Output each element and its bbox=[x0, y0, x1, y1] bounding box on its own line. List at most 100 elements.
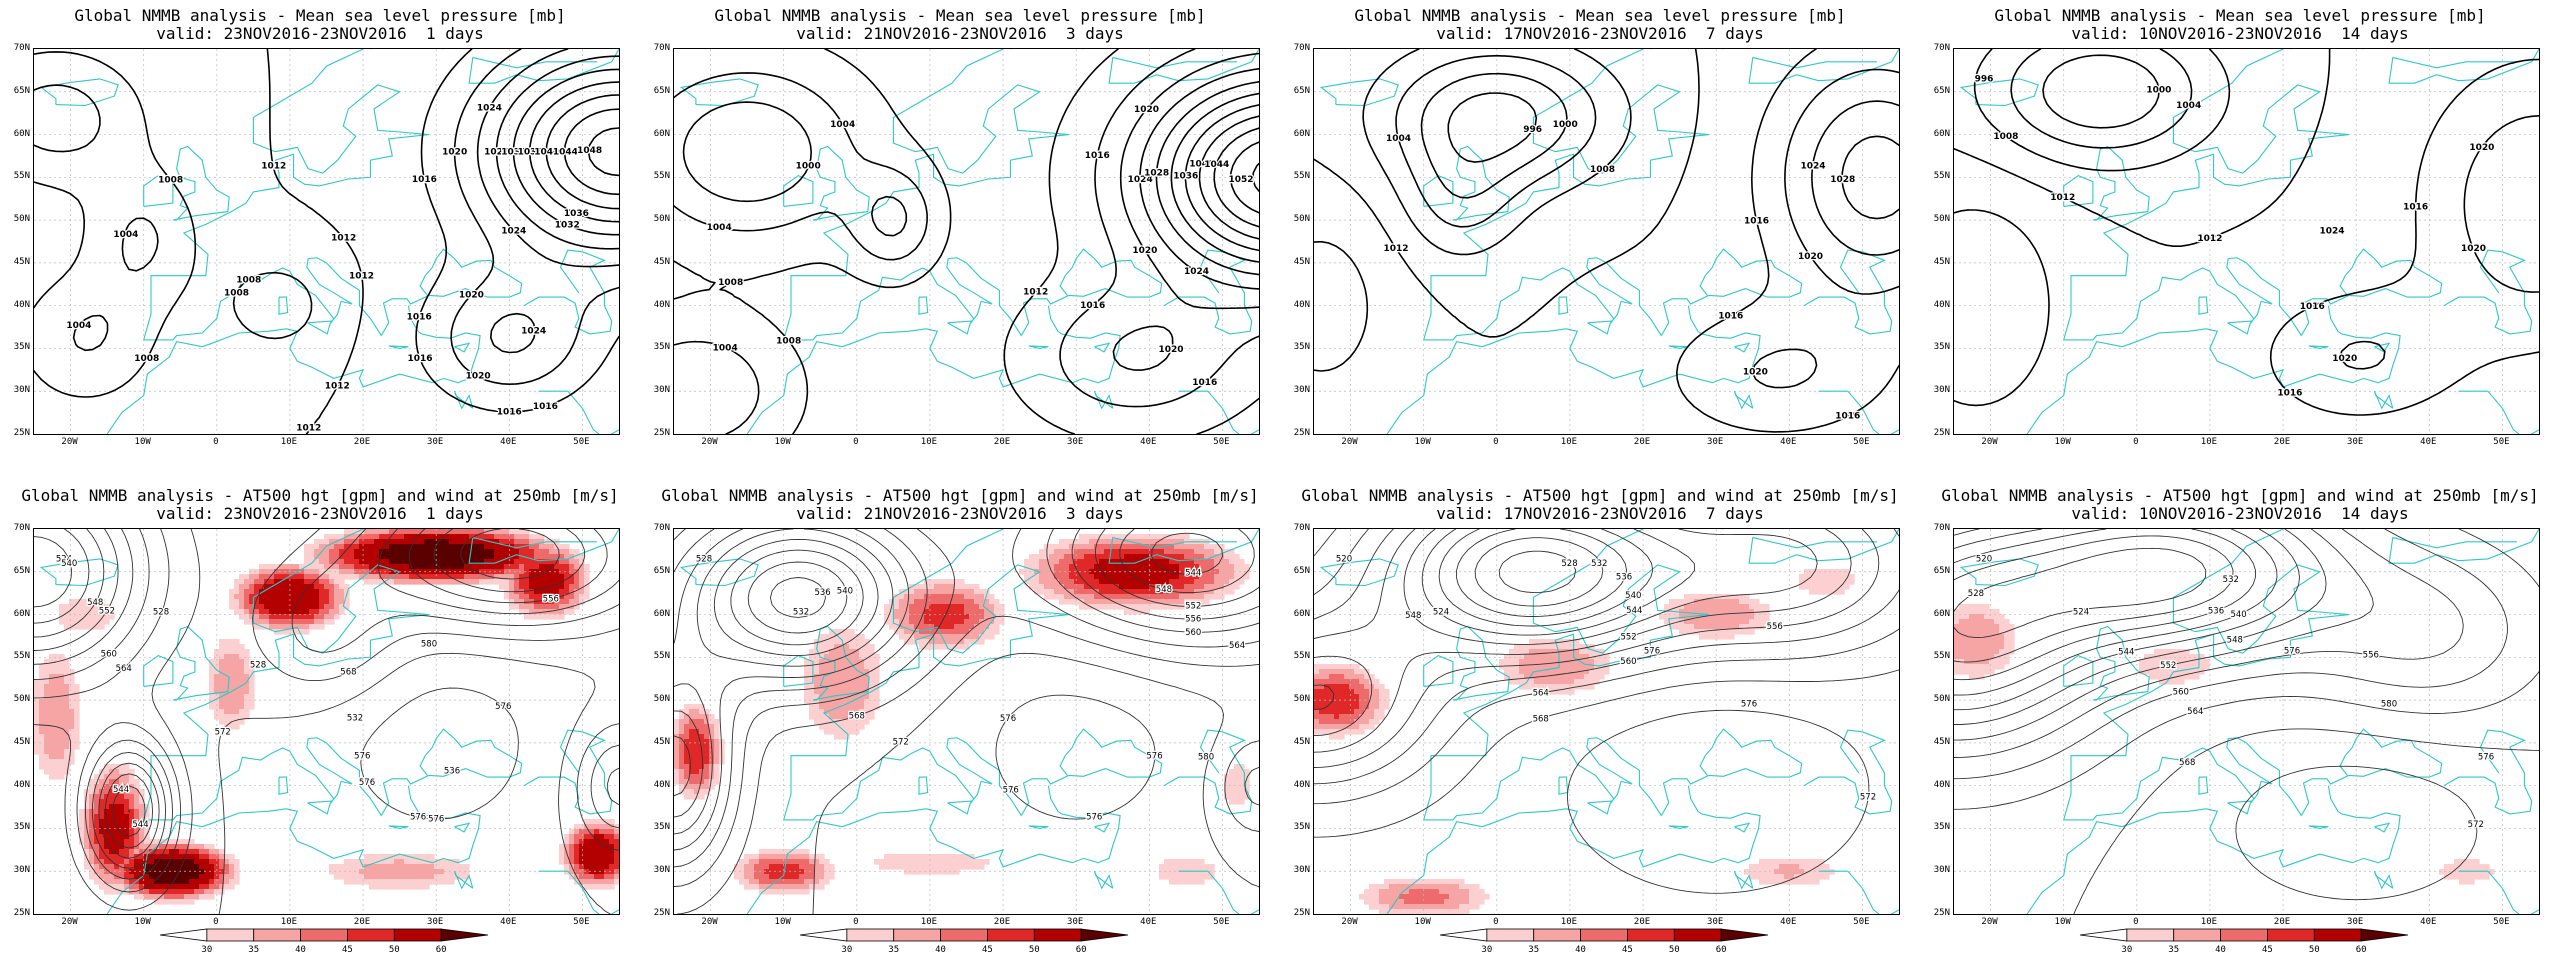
lon-tick-label: 10E bbox=[280, 917, 298, 927]
lon-tick-label: 20W bbox=[61, 917, 78, 927]
contour-label: 1052 bbox=[1228, 175, 1253, 185]
map-canvas: 1008 1004 1012 1016 1008 1012 1016 1020 1024 1028… bbox=[34, 49, 619, 434]
colorbar-segment bbox=[440, 928, 489, 942]
lon-tick-label: 10E bbox=[1560, 917, 1578, 927]
lat-tick-label: 40N bbox=[1293, 779, 1310, 790]
colorbar-tick-label: 50 bbox=[1028, 945, 1040, 955]
coastlines bbox=[1319, 49, 1899, 434]
contour-label: 1020 bbox=[1158, 345, 1183, 355]
lat-tick-label: 70N bbox=[1293, 523, 1310, 533]
contour-labels: 1008 1004 1012 1016 1008 1012 1016 1020 1024 1028… bbox=[65, 102, 603, 434]
lat-tick-label: 45N bbox=[1293, 736, 1310, 747]
contour-label: 1016 bbox=[1835, 412, 1860, 422]
colorbar-segment bbox=[893, 928, 941, 942]
lat-tick-label: 50N bbox=[653, 214, 670, 225]
graticule bbox=[1954, 529, 2539, 914]
colorbar-tick-label: 50 bbox=[1668, 945, 1680, 955]
lat-tick-label: 40N bbox=[653, 299, 670, 310]
lon-tick-label: 0 bbox=[1493, 917, 1499, 927]
lat-tick-label: 40N bbox=[653, 779, 670, 790]
contour-labels: 996 1000 1004 1012 1016 1008 1012 1016 1020 1024 1… bbox=[1973, 73, 2495, 400]
lon-tick-label: 0 bbox=[2133, 437, 2139, 447]
lon-tick-label: 20W bbox=[1981, 917, 1998, 927]
contour-label: 1004 bbox=[1386, 134, 1411, 144]
lat-tick-label: 60N bbox=[1293, 608, 1310, 619]
coastlines bbox=[39, 529, 619, 914]
contour-label: 1024 bbox=[1184, 267, 1209, 277]
contour-label: 564 bbox=[116, 664, 132, 674]
contour-label: 576 bbox=[410, 813, 426, 823]
lon-tick-label: 10E bbox=[920, 437, 938, 447]
contour-label: 1040 bbox=[534, 148, 559, 158]
contour-label: 1000 bbox=[796, 161, 821, 171]
lon-tick-label: 10W bbox=[1414, 437, 1431, 447]
contour-label: 524 bbox=[1433, 608, 1449, 618]
contour-label: 996 bbox=[1523, 125, 1542, 135]
map-panel-z500-1: Global NMMB analysis - AT500 hgt [gpm] a… bbox=[0, 480, 640, 960]
panel-valid-period: valid: 10NOV2016-23NOV2016 14 days bbox=[2071, 504, 2409, 523]
height-contours bbox=[1954, 529, 2539, 914]
colorbar-tick-label: 50 bbox=[388, 945, 400, 955]
map-frame: 1004 1008 1004 1020 1024 1036 1040 1044 1052 1000… bbox=[673, 48, 1260, 435]
contour-label: 548 bbox=[1405, 611, 1421, 621]
lat-tick-label: 55N bbox=[1293, 171, 1310, 182]
contour-label: 580 bbox=[421, 640, 437, 650]
panel-valid-period: valid: 21NOV2016-23NOV2016 3 days bbox=[796, 24, 1124, 43]
contour-label: 532 bbox=[1591, 559, 1607, 569]
contour-label: 1012 bbox=[2197, 234, 2222, 244]
coastlines bbox=[39, 49, 619, 434]
lat-tick-label: 45N bbox=[1293, 256, 1310, 267]
lon-tick-label: 20E bbox=[1633, 437, 1651, 447]
lat-tick-label: 45N bbox=[1933, 256, 1950, 267]
lat-tick-label: 65N bbox=[13, 85, 30, 96]
contour-label: 1008 bbox=[158, 176, 183, 186]
contour-label: 1016 bbox=[497, 408, 522, 418]
contour-label: 556 bbox=[2363, 650, 2379, 660]
lat-tick-label: 55N bbox=[1933, 171, 1950, 182]
contour-label: 528 bbox=[696, 555, 712, 565]
colorbar-segment bbox=[799, 928, 848, 942]
lat-tick-label: 35N bbox=[1933, 342, 1950, 353]
contour-label: 1004 bbox=[830, 120, 855, 130]
lat-tick-label: 55N bbox=[13, 651, 30, 662]
colorbar-segment bbox=[206, 928, 255, 942]
map-panel-mslp-2: Global NMMB analysis - Mean sea level pr… bbox=[640, 0, 1280, 480]
lon-tick-label: 10E bbox=[2200, 917, 2218, 927]
panel-valid-period: valid: 17NOV2016-23NOV2016 7 days bbox=[1436, 504, 1764, 523]
graticule bbox=[1954, 49, 2539, 434]
lon-tick-label: 30E bbox=[2347, 437, 2364, 447]
contour-label: 572 bbox=[215, 728, 231, 738]
contour-label: 572 bbox=[1860, 793, 1876, 803]
lat-tick-label: 50N bbox=[1933, 694, 1950, 705]
contour-label: 544 bbox=[113, 785, 129, 795]
contour-label: 1032 bbox=[555, 220, 580, 230]
lat-tick-label: 30N bbox=[1933, 385, 1950, 396]
lat-tick-label: 50N bbox=[653, 694, 670, 705]
contour-label: 544 bbox=[1626, 606, 1642, 616]
contour-label: 544 bbox=[132, 820, 148, 830]
map-canvas: 996 1000 1004 1012 1016 1008 1012 1016 1020 1024 1… bbox=[1954, 49, 2539, 434]
panel-valid-period: valid: 10NOV2016-23NOV2016 14 days bbox=[2071, 24, 2409, 43]
lon-tick-label: 20W bbox=[701, 437, 718, 447]
contour-label: 540 bbox=[61, 559, 77, 569]
lat-tick-label: 60N bbox=[1293, 128, 1310, 139]
colorbar-tick-label: 40 bbox=[935, 945, 946, 955]
colorbar-tick-label: 35 bbox=[2168, 945, 2180, 955]
lon-tick-label: 0 bbox=[213, 917, 219, 927]
contour-label: 1016 bbox=[1744, 216, 1769, 226]
isobars bbox=[34, 49, 619, 434]
map-panel-mslp-4: Global NMMB analysis - Mean sea level pr… bbox=[1920, 0, 2560, 480]
contour-label: 528 bbox=[1968, 589, 1984, 599]
lat-tick-label: 65N bbox=[1293, 565, 1310, 576]
contour-label: 552 bbox=[99, 607, 115, 617]
contour-label: 1008 bbox=[1993, 132, 2018, 142]
lat-tick-label: 60N bbox=[1933, 128, 1950, 139]
lat-tick-label: 25N bbox=[653, 428, 670, 438]
lon-tick-label: 30E bbox=[1067, 917, 1084, 927]
contour-label: 1008 bbox=[236, 276, 261, 286]
lat-tick-label: 30N bbox=[1293, 865, 1310, 876]
contour-label: 1012 bbox=[2050, 193, 2075, 203]
lat-tick-label: 25N bbox=[13, 428, 30, 438]
lat-tick-label: 40N bbox=[1293, 299, 1310, 310]
